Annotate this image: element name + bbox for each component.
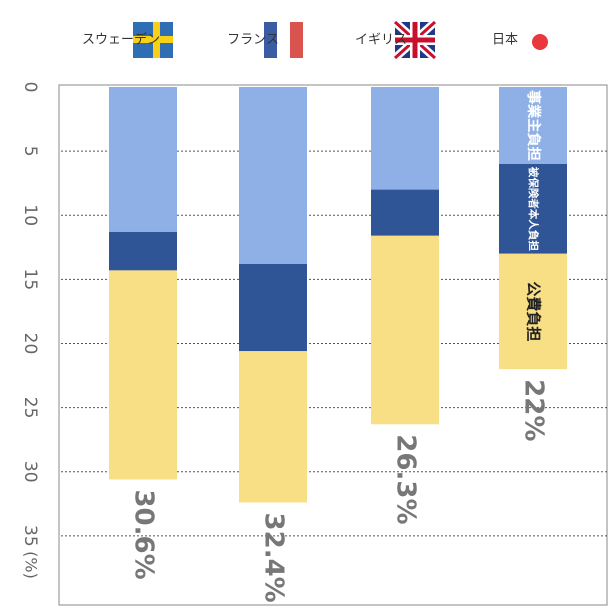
bar-segment [371, 235, 439, 425]
category-label: スウェーデン [82, 32, 160, 48]
flag-japan [532, 34, 548, 50]
bar-segment [109, 270, 177, 480]
bar-segment [499, 163, 567, 254]
total-label: 32.4% [259, 513, 289, 603]
bar-segment [109, 231, 177, 271]
bar-segment [109, 87, 177, 232]
total-label: 26.3% [391, 434, 421, 524]
axis-label: (%) [22, 551, 41, 579]
segment-label: 被保険者本人負担 [527, 167, 540, 251]
category-label: イギリス [355, 33, 407, 48]
segment-label: 公費負担 [525, 281, 543, 341]
y-tick-label: 15 [20, 269, 40, 291]
y-tick-label: 5 [20, 146, 40, 157]
total-label: 22% [519, 379, 549, 441]
total-label: 30.6% [129, 489, 159, 579]
bar-segment [499, 253, 567, 370]
y-tick-label: 20 [20, 333, 40, 355]
flag-sweden [133, 22, 173, 58]
bar-segment [239, 351, 307, 503]
bar-segment [371, 189, 439, 236]
bar-segment [239, 87, 307, 264]
y-tick-label: 0 [20, 82, 40, 93]
category-label: フランス [227, 33, 279, 48]
y-tick-label: 25 [20, 397, 40, 419]
segment-label: 事業主負担 [525, 90, 542, 161]
bar-segment [239, 263, 307, 352]
flag-france [264, 22, 303, 58]
y-tick-label: 10 [20, 204, 40, 226]
y-tick-label: 35 [20, 525, 40, 547]
flag-uk [392, 19, 438, 61]
bar-segment [499, 87, 567, 164]
bar-segment [371, 87, 439, 190]
category-label: 日本 [492, 33, 518, 48]
y-tick-label: 30 [20, 461, 40, 483]
